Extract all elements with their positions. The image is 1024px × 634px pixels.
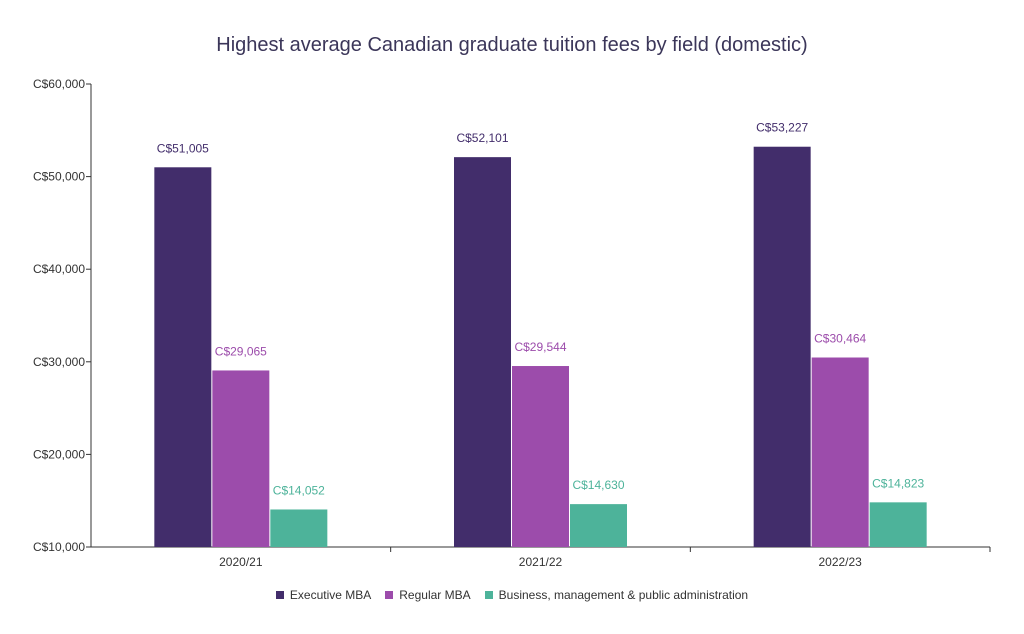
y-tick-label: C$60,000 [33, 77, 85, 91]
y-tick-label: C$50,000 [33, 170, 85, 184]
legend-label: Regular MBA [399, 588, 471, 602]
bar-value-label: C$14,630 [572, 478, 624, 492]
legend-item-regular-mba: Regular MBA [385, 588, 471, 602]
legend-swatch [275, 591, 284, 599]
bar-value-label: C$14,052 [273, 483, 325, 497]
chart-legend: Executive MBA Regular MBA Business, manage… [0, 588, 1024, 602]
x-tick-label: 2022/23 [818, 555, 862, 569]
bar-regular-mba-2021-22 [512, 366, 569, 547]
bar-value-label: C$30,464 [814, 332, 866, 346]
bar-executive-mba-2020-21 [154, 167, 212, 547]
bar-labels-group: C$51,005 C$29,065 C$14,052 C$52,101 C$29,544… [157, 121, 925, 498]
y-tick-label: C$40,000 [33, 262, 85, 276]
bar-executive-mba-2022-23 [753, 146, 811, 547]
bar-business-management-public-administration-2020-21 [270, 509, 328, 547]
y-tick-label: C$10,000 [33, 540, 85, 554]
bar-value-label: C$52,101 [456, 131, 508, 145]
bar-value-label: C$53,227 [756, 121, 808, 135]
bar-value-label: C$51,005 [157, 141, 209, 155]
x-tick-label: 2020/21 [219, 555, 263, 569]
legend-label: Business, management & public administra… [498, 588, 749, 602]
bar-value-label: C$29,065 [215, 344, 267, 358]
bar-regular-mba-2020-21 [212, 370, 270, 547]
bar-business-management-public-administration-2022-23 [869, 502, 927, 547]
legend-item-executive-mba: Executive MBA [275, 588, 372, 602]
bar-value-label: C$14,823 [872, 476, 924, 490]
bar-value-label: C$29,544 [514, 340, 566, 354]
y-axis-ticks: C$10,000 C$20,000 C$30,000 C$40,000 C$50,000… [33, 77, 91, 554]
legend-swatch [385, 591, 394, 599]
legend-item-business-management-public-administration: Business, management & public administra… [484, 588, 749, 602]
legend-label: Executive MBA [289, 588, 372, 602]
bar-business-management-public-administration-2021-22 [570, 504, 627, 547]
bar-regular-mba-2022-23 [811, 357, 869, 547]
legend-swatch [484, 591, 493, 599]
y-tick-label: C$30,000 [33, 355, 85, 369]
x-tick-label: 2021/22 [519, 555, 563, 569]
x-axis-ticks: 2020/21 2021/22 2022/23 [219, 547, 991, 569]
bar-executive-mba-2021-22 [454, 157, 511, 547]
y-tick-label: C$20,000 [33, 447, 85, 461]
chart-title: Highest average Canadian graduate tuitio… [216, 34, 808, 56]
bars-group [154, 146, 927, 547]
